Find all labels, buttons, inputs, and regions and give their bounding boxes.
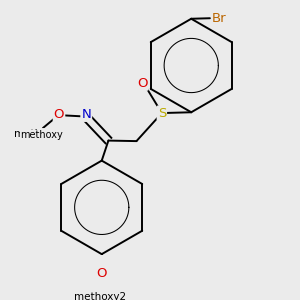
Text: O: O <box>54 108 64 121</box>
Text: O: O <box>97 267 107 280</box>
Text: Br: Br <box>212 12 226 25</box>
Text: methoxy2: methoxy2 <box>74 292 126 300</box>
Text: methoxy: methoxy <box>20 130 63 140</box>
Text: methoxy: methoxy <box>14 129 59 139</box>
Text: N: N <box>81 108 91 121</box>
Text: S: S <box>158 106 166 120</box>
Text: O: O <box>137 76 148 90</box>
